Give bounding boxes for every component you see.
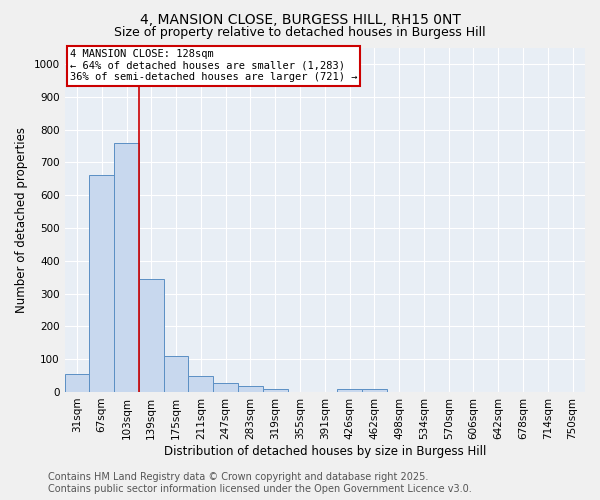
Bar	[114, 142, 139, 392]
Bar	[213, 383, 238, 392]
Bar	[65, 374, 89, 392]
Text: Contains HM Land Registry data © Crown copyright and database right 2025.
Contai: Contains HM Land Registry data © Crown c…	[48, 472, 472, 494]
Bar	[139, 279, 164, 392]
Bar	[337, 390, 362, 392]
Bar	[164, 356, 188, 392]
Bar	[263, 388, 287, 392]
Text: Size of property relative to detached houses in Burgess Hill: Size of property relative to detached ho…	[114, 26, 486, 39]
Bar	[238, 386, 263, 392]
Bar	[89, 176, 114, 392]
X-axis label: Distribution of detached houses by size in Burgess Hill: Distribution of detached houses by size …	[164, 444, 486, 458]
Bar	[188, 376, 213, 392]
Text: 4 MANSION CLOSE: 128sqm
← 64% of detached houses are smaller (1,283)
36% of semi: 4 MANSION CLOSE: 128sqm ← 64% of detache…	[70, 49, 357, 82]
Y-axis label: Number of detached properties: Number of detached properties	[15, 126, 28, 312]
Text: 4, MANSION CLOSE, BURGESS HILL, RH15 0NT: 4, MANSION CLOSE, BURGESS HILL, RH15 0NT	[140, 12, 460, 26]
Bar	[362, 390, 387, 392]
